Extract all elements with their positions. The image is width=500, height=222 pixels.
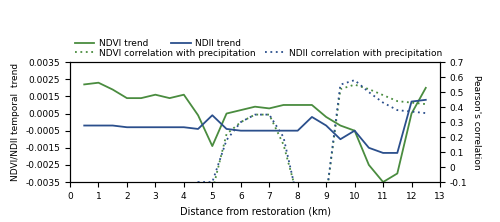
Legend: NDVI correlation with precipitation, NDII correlation with precipitation: NDVI correlation with precipitation, NDI… <box>74 49 442 58</box>
Y-axis label: NDVI/NDII temporal  trend: NDVI/NDII temporal trend <box>11 63 20 181</box>
X-axis label: Distance from restoration (km): Distance from restoration (km) <box>180 206 330 216</box>
Y-axis label: Pearson's correlation: Pearson's correlation <box>472 75 481 169</box>
